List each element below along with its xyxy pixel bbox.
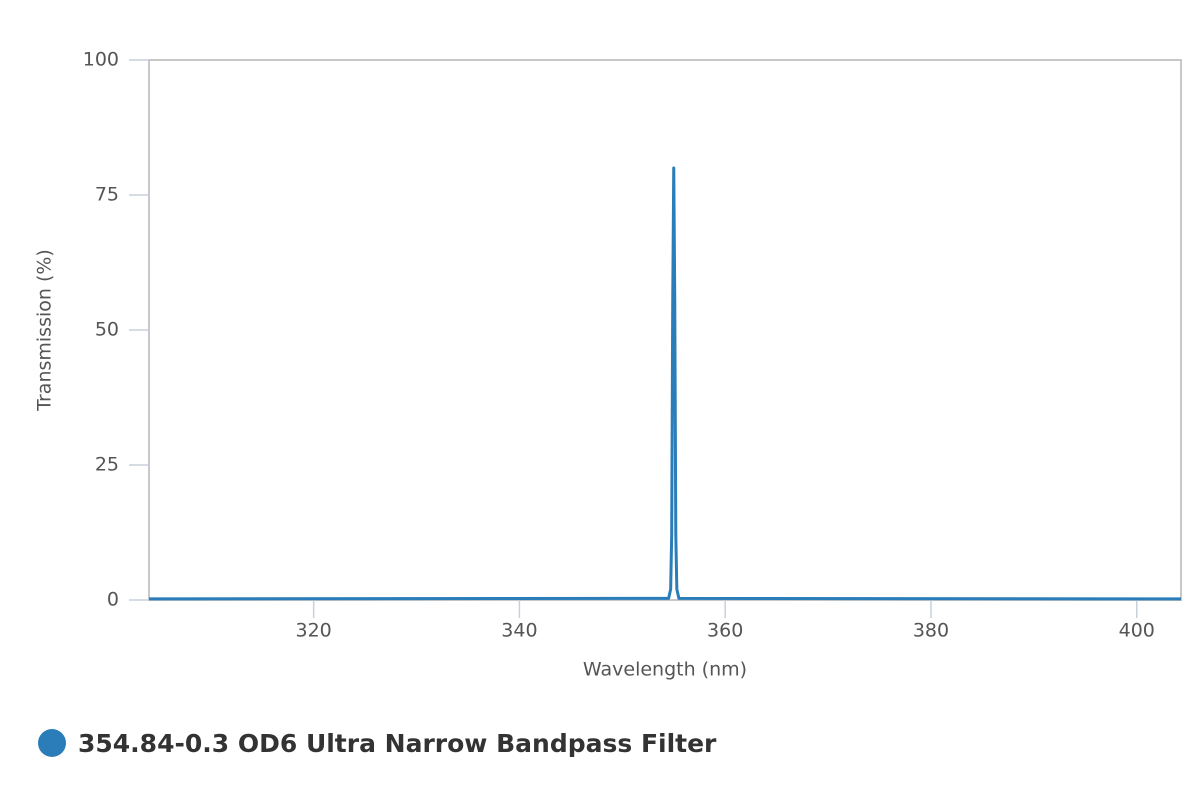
y-tick-label: 50: [95, 319, 119, 341]
plot-border: [148, 59, 1182, 601]
x-tick-label: 340: [501, 620, 537, 642]
y-axis-title: Transmission (%): [34, 249, 56, 412]
y-tick-label: 25: [95, 454, 119, 476]
legend-label[interactable]: 354.84-0.3 OD6 Ultra Narrow Bandpass Fil…: [78, 729, 717, 758]
legend-marker[interactable]: [38, 729, 66, 757]
data-line: [148, 166, 1182, 601]
y-tick-label: 0: [107, 589, 119, 611]
x-tick-label: 360: [707, 620, 743, 642]
x-tick-label: 400: [1119, 620, 1155, 642]
x-tick-label: 380: [913, 620, 949, 642]
x-axis-title: Wavelength (nm): [583, 659, 747, 681]
y-tick-label: 100: [83, 49, 119, 71]
x-tick-label: 320: [295, 620, 331, 642]
y-tick-label: 75: [95, 184, 119, 206]
